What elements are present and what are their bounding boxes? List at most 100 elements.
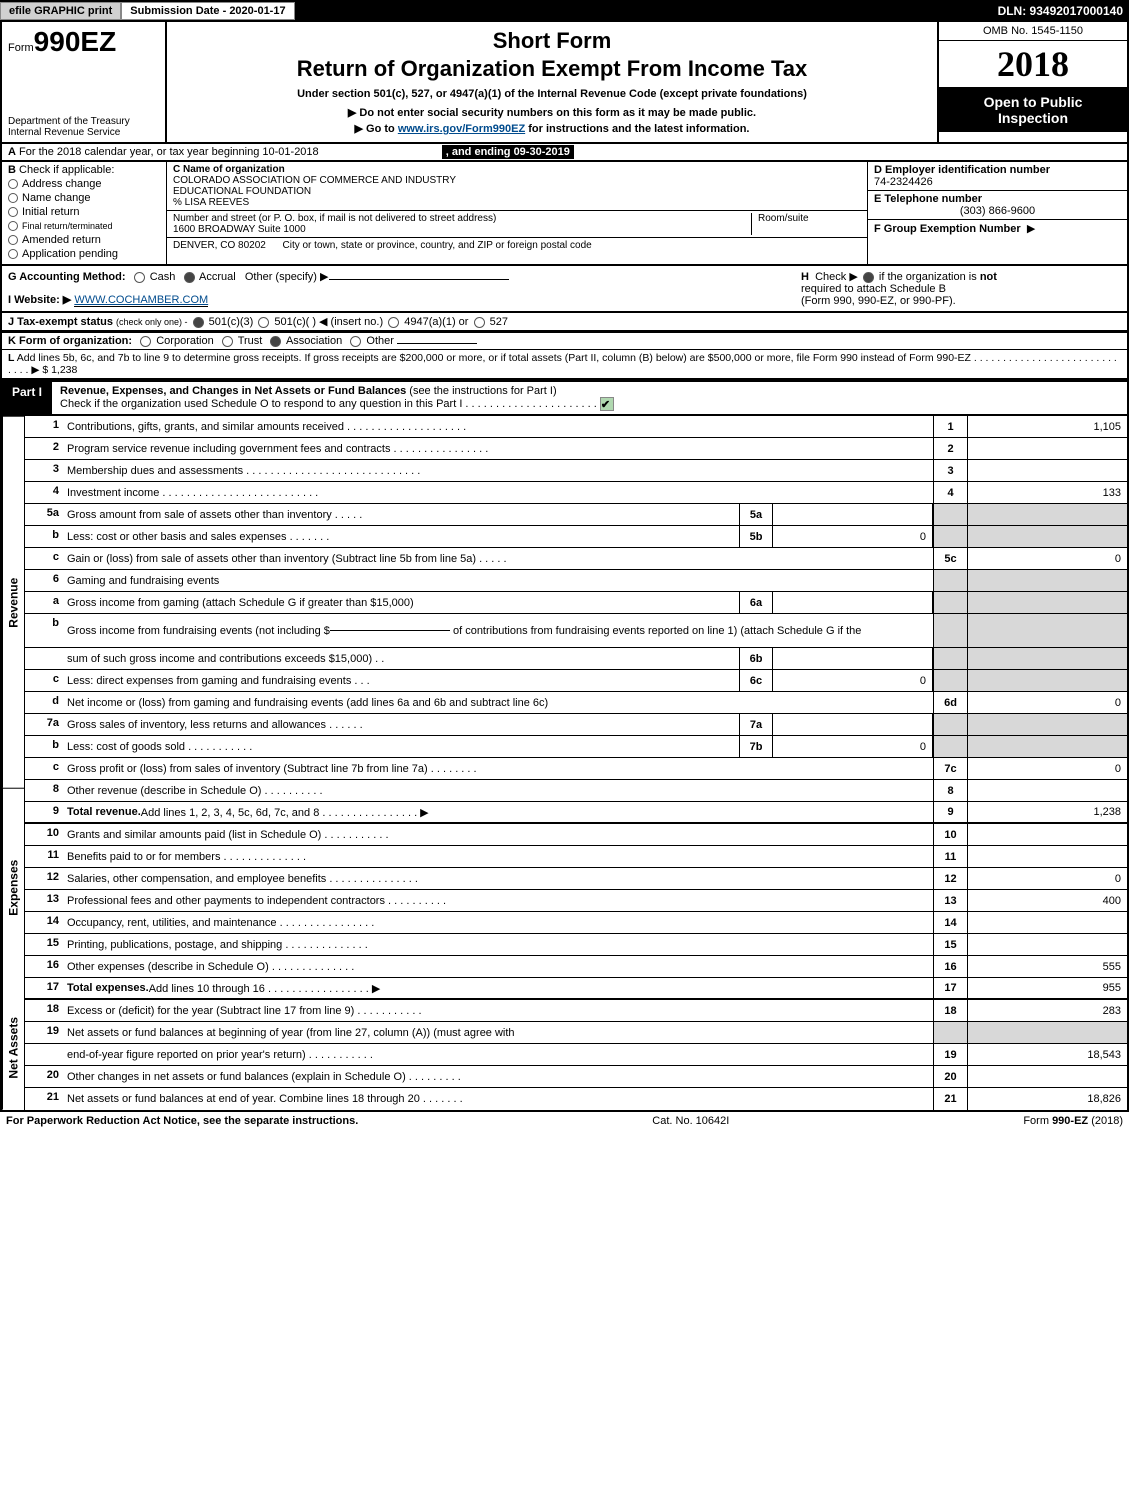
sec-j-label: J Tax-exempt status xyxy=(8,316,113,328)
page-footer: For Paperwork Reduction Act Notice, see … xyxy=(0,1112,1129,1130)
side-expenses: Expenses xyxy=(2,788,24,987)
ln6a-desc: Gross income from gaming (attach Schedul… xyxy=(63,592,739,613)
goto-pre: ▶ Go to xyxy=(355,123,398,135)
ln12-desc: Salaries, other compensation, and employ… xyxy=(63,868,933,889)
sec-h-t3: required to attach Schedule B xyxy=(801,283,946,295)
ln12-rn: 12 xyxy=(933,868,967,889)
chk-h[interactable] xyxy=(863,272,874,283)
ln17-num: 17 xyxy=(25,978,63,998)
ln18-val: 283 xyxy=(967,1000,1127,1021)
ln7a-num: 7a xyxy=(25,714,63,735)
irs-link[interactable]: www.irs.gov/Form990EZ xyxy=(398,123,525,135)
chk-application-pending[interactable] xyxy=(8,249,18,259)
ln8-num: 8 xyxy=(25,780,63,801)
ln20-rn: 20 xyxy=(933,1066,967,1087)
ln6a-rv xyxy=(967,592,1127,613)
ln11-rn: 11 xyxy=(933,846,967,867)
ln6c-desc: Less: direct expenses from gaming and fu… xyxy=(63,670,739,691)
ln16-num: 16 xyxy=(25,956,63,977)
ln6b-pre: Gross income from fundraising events (no… xyxy=(67,625,330,637)
radio-accrual[interactable] xyxy=(184,272,195,283)
radio-501c[interactable] xyxy=(258,317,269,328)
ln6b2-rv xyxy=(967,648,1127,669)
chk-amended-return[interactable] xyxy=(8,235,18,245)
ln21-val: 18,826 xyxy=(967,1088,1127,1110)
ln5b-rv xyxy=(967,526,1127,547)
other-org-input[interactable] xyxy=(397,343,477,344)
radio-cash[interactable] xyxy=(134,272,145,283)
ln9-num: 9 xyxy=(25,802,63,822)
return-title: Return of Organization Exempt From Incom… xyxy=(175,56,929,82)
website-link[interactable]: WWW.COCHAMBER.COM xyxy=(74,294,208,307)
chk-final-return[interactable] xyxy=(8,221,18,231)
ln13-desc: Professional fees and other payments to … xyxy=(63,890,933,911)
chk-name-change[interactable] xyxy=(8,193,18,203)
radio-corp[interactable] xyxy=(140,336,151,347)
radio-527[interactable] xyxy=(474,317,485,328)
ln11-desc: Benefits paid to or for members . . . . … xyxy=(63,846,933,867)
chk-initial-return[interactable] xyxy=(8,207,18,217)
ln20-desc: Other changes in net assets or fund bala… xyxy=(63,1066,933,1087)
part-1-checkbox[interactable]: ✔ xyxy=(600,397,614,411)
sec-g-label: G Accounting Method: xyxy=(8,271,126,283)
lbl-4947: 4947(a)(1) or xyxy=(404,316,468,328)
sec-a-ending: , and ending 09-30-2019 xyxy=(442,145,574,159)
section-bcdef: B Check if applicable: Address change Na… xyxy=(0,162,1129,266)
other-accounting-input[interactable] xyxy=(329,279,509,280)
ln5a-mv xyxy=(773,504,933,525)
ln6d-num: d xyxy=(25,692,63,713)
ln6b-post: of contributions from fundraising events… xyxy=(453,625,861,637)
ln6c-num: c xyxy=(25,670,63,691)
ln6c-rv xyxy=(967,670,1127,691)
ln12-val: 0 xyxy=(967,868,1127,889)
omb-number: OMB No. 1545-1150 xyxy=(939,22,1127,41)
sec-l-label: L xyxy=(8,352,14,364)
efile-print-button[interactable]: efile GRAPHIC print xyxy=(0,2,121,20)
under-section-text: Under section 501(c), 527, or 4947(a)(1)… xyxy=(175,88,929,100)
ln3-desc: Membership dues and assessments . . . . … xyxy=(63,460,933,481)
ln9-desc: Total revenue. Add lines 1, 2, 3, 4, 5c,… xyxy=(63,802,933,822)
short-form-title: Short Form xyxy=(175,28,929,54)
ln7b-desc: Less: cost of goods sold . . . . . . . .… xyxy=(63,736,739,757)
part-1-lines: Revenue Expenses Net Assets 1Contributio… xyxy=(0,416,1129,1112)
ln5a-mn: 5a xyxy=(739,504,773,525)
ln17-desc: Total expenses. Add lines 10 through 16 … xyxy=(63,978,933,998)
radio-4947[interactable] xyxy=(388,317,399,328)
ln10-val xyxy=(967,824,1127,845)
ln20-val xyxy=(967,1066,1127,1087)
ln6d-val: 0 xyxy=(967,692,1127,713)
ln6b-desc: Gross income from fundraising events (no… xyxy=(63,614,933,647)
ln15-val xyxy=(967,934,1127,955)
lbl-final-return: Final return/terminated xyxy=(22,221,113,231)
radio-trust[interactable] xyxy=(222,336,233,347)
ln6b-mv xyxy=(773,648,933,669)
sec-h-label: H xyxy=(801,271,809,283)
section-k: K Form of organization: Corporation Trus… xyxy=(0,332,1129,349)
ln19b-desc: end-of-year figure reported on prior yea… xyxy=(63,1044,933,1065)
ln6d-desc: Net income or (loss) from gaming and fun… xyxy=(63,692,933,713)
dln-label: DLN: 93492017000140 xyxy=(998,4,1129,18)
sec-d-label: D Employer identification number xyxy=(874,164,1050,176)
ln7b-rv xyxy=(967,736,1127,757)
org-name-1: COLORADO ASSOCIATION OF COMMERCE AND IND… xyxy=(173,175,456,186)
ln17-rn: 17 xyxy=(933,978,967,998)
ein-value: 74-2324426 xyxy=(874,176,933,188)
ln8-rn: 8 xyxy=(933,780,967,801)
addr-label: Number and street (or P. O. box, if mail… xyxy=(173,213,496,224)
lbl-accrual: Accrual xyxy=(199,271,236,283)
section-l: L Add lines 5b, 6c, and 7b to line 9 to … xyxy=(0,349,1129,380)
radio-other-org[interactable] xyxy=(350,336,361,347)
chk-address-change[interactable] xyxy=(8,179,18,189)
form-header: Form990EZ Department of the Treasury Int… xyxy=(0,22,1129,144)
ln6a-mv xyxy=(773,592,933,613)
ln9-rn: 9 xyxy=(933,802,967,822)
ln11-val xyxy=(967,846,1127,867)
radio-assoc[interactable] xyxy=(270,336,281,347)
footer-mid: Cat. No. 10642I xyxy=(652,1115,729,1127)
top-bar: efile GRAPHIC print Submission Date - 20… xyxy=(0,0,1129,22)
ln6b-input[interactable] xyxy=(330,630,450,631)
ln17-rest: Add lines 10 through 16 . . . . . . . . … xyxy=(149,982,381,995)
radio-501c3[interactable] xyxy=(193,317,204,328)
ln6b-num: b xyxy=(25,614,63,647)
ln6b-mn: 6b xyxy=(739,648,773,669)
